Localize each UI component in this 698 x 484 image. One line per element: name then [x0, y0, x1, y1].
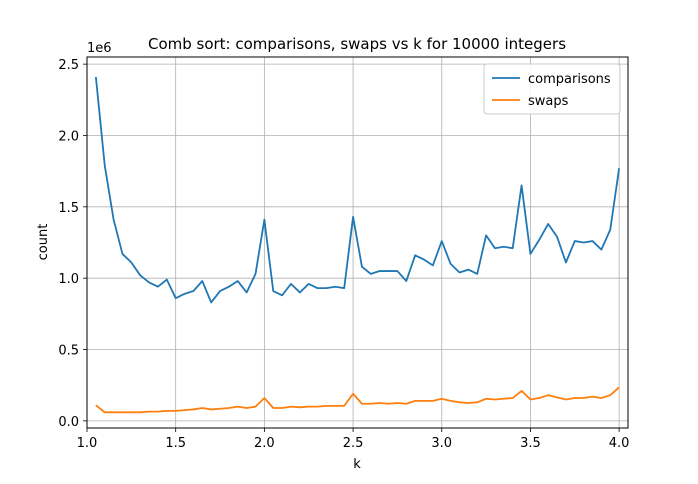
series-lines: [94, 76, 621, 414]
legend-box: [483, 63, 621, 115]
x-axis-label: k: [353, 457, 361, 472]
axis-ticks: 1.0 1.5 2.0 2.5 3.0 3.5 4.0 0.0 0.5 1.0 1.5 2.0 2.5: [58, 58, 629, 451]
x-tick-label: 1.0: [77, 436, 98, 451]
legend-label-comparisons: comparisons: [528, 72, 611, 87]
x-tick-label: 3.5: [520, 436, 541, 451]
series-line-comparisons: [94, 76, 621, 304]
y-tick-label: 1.0: [58, 272, 79, 287]
y-tick-label: 0.0: [58, 415, 79, 430]
series-line-swaps: [95, 386, 620, 414]
x-tick-label: 2.5: [343, 436, 364, 451]
y-offset-label: 1e6: [87, 41, 112, 56]
y-tick-label: 0.5: [58, 344, 79, 359]
x-tick-label: 2.0: [254, 436, 275, 451]
x-tick-label: 3.0: [431, 436, 452, 451]
legend: comparisons swaps: [483, 63, 621, 115]
axes-frame: [86, 56, 629, 429]
x-tick-label: 1.5: [165, 436, 186, 451]
legend-label-swaps: swaps: [528, 94, 569, 109]
y-axis-label: count: [36, 224, 51, 261]
y-tick-label: 2.5: [58, 58, 79, 73]
y-tick-label: 2.0: [58, 129, 79, 144]
x-tick-label: 4.0: [609, 436, 630, 451]
grid-lines: [86, 57, 628, 428]
chart-title: Comb sort: comparisons, swaps vs k for 1…: [148, 35, 566, 53]
y-tick-label: 1.5: [58, 201, 79, 216]
